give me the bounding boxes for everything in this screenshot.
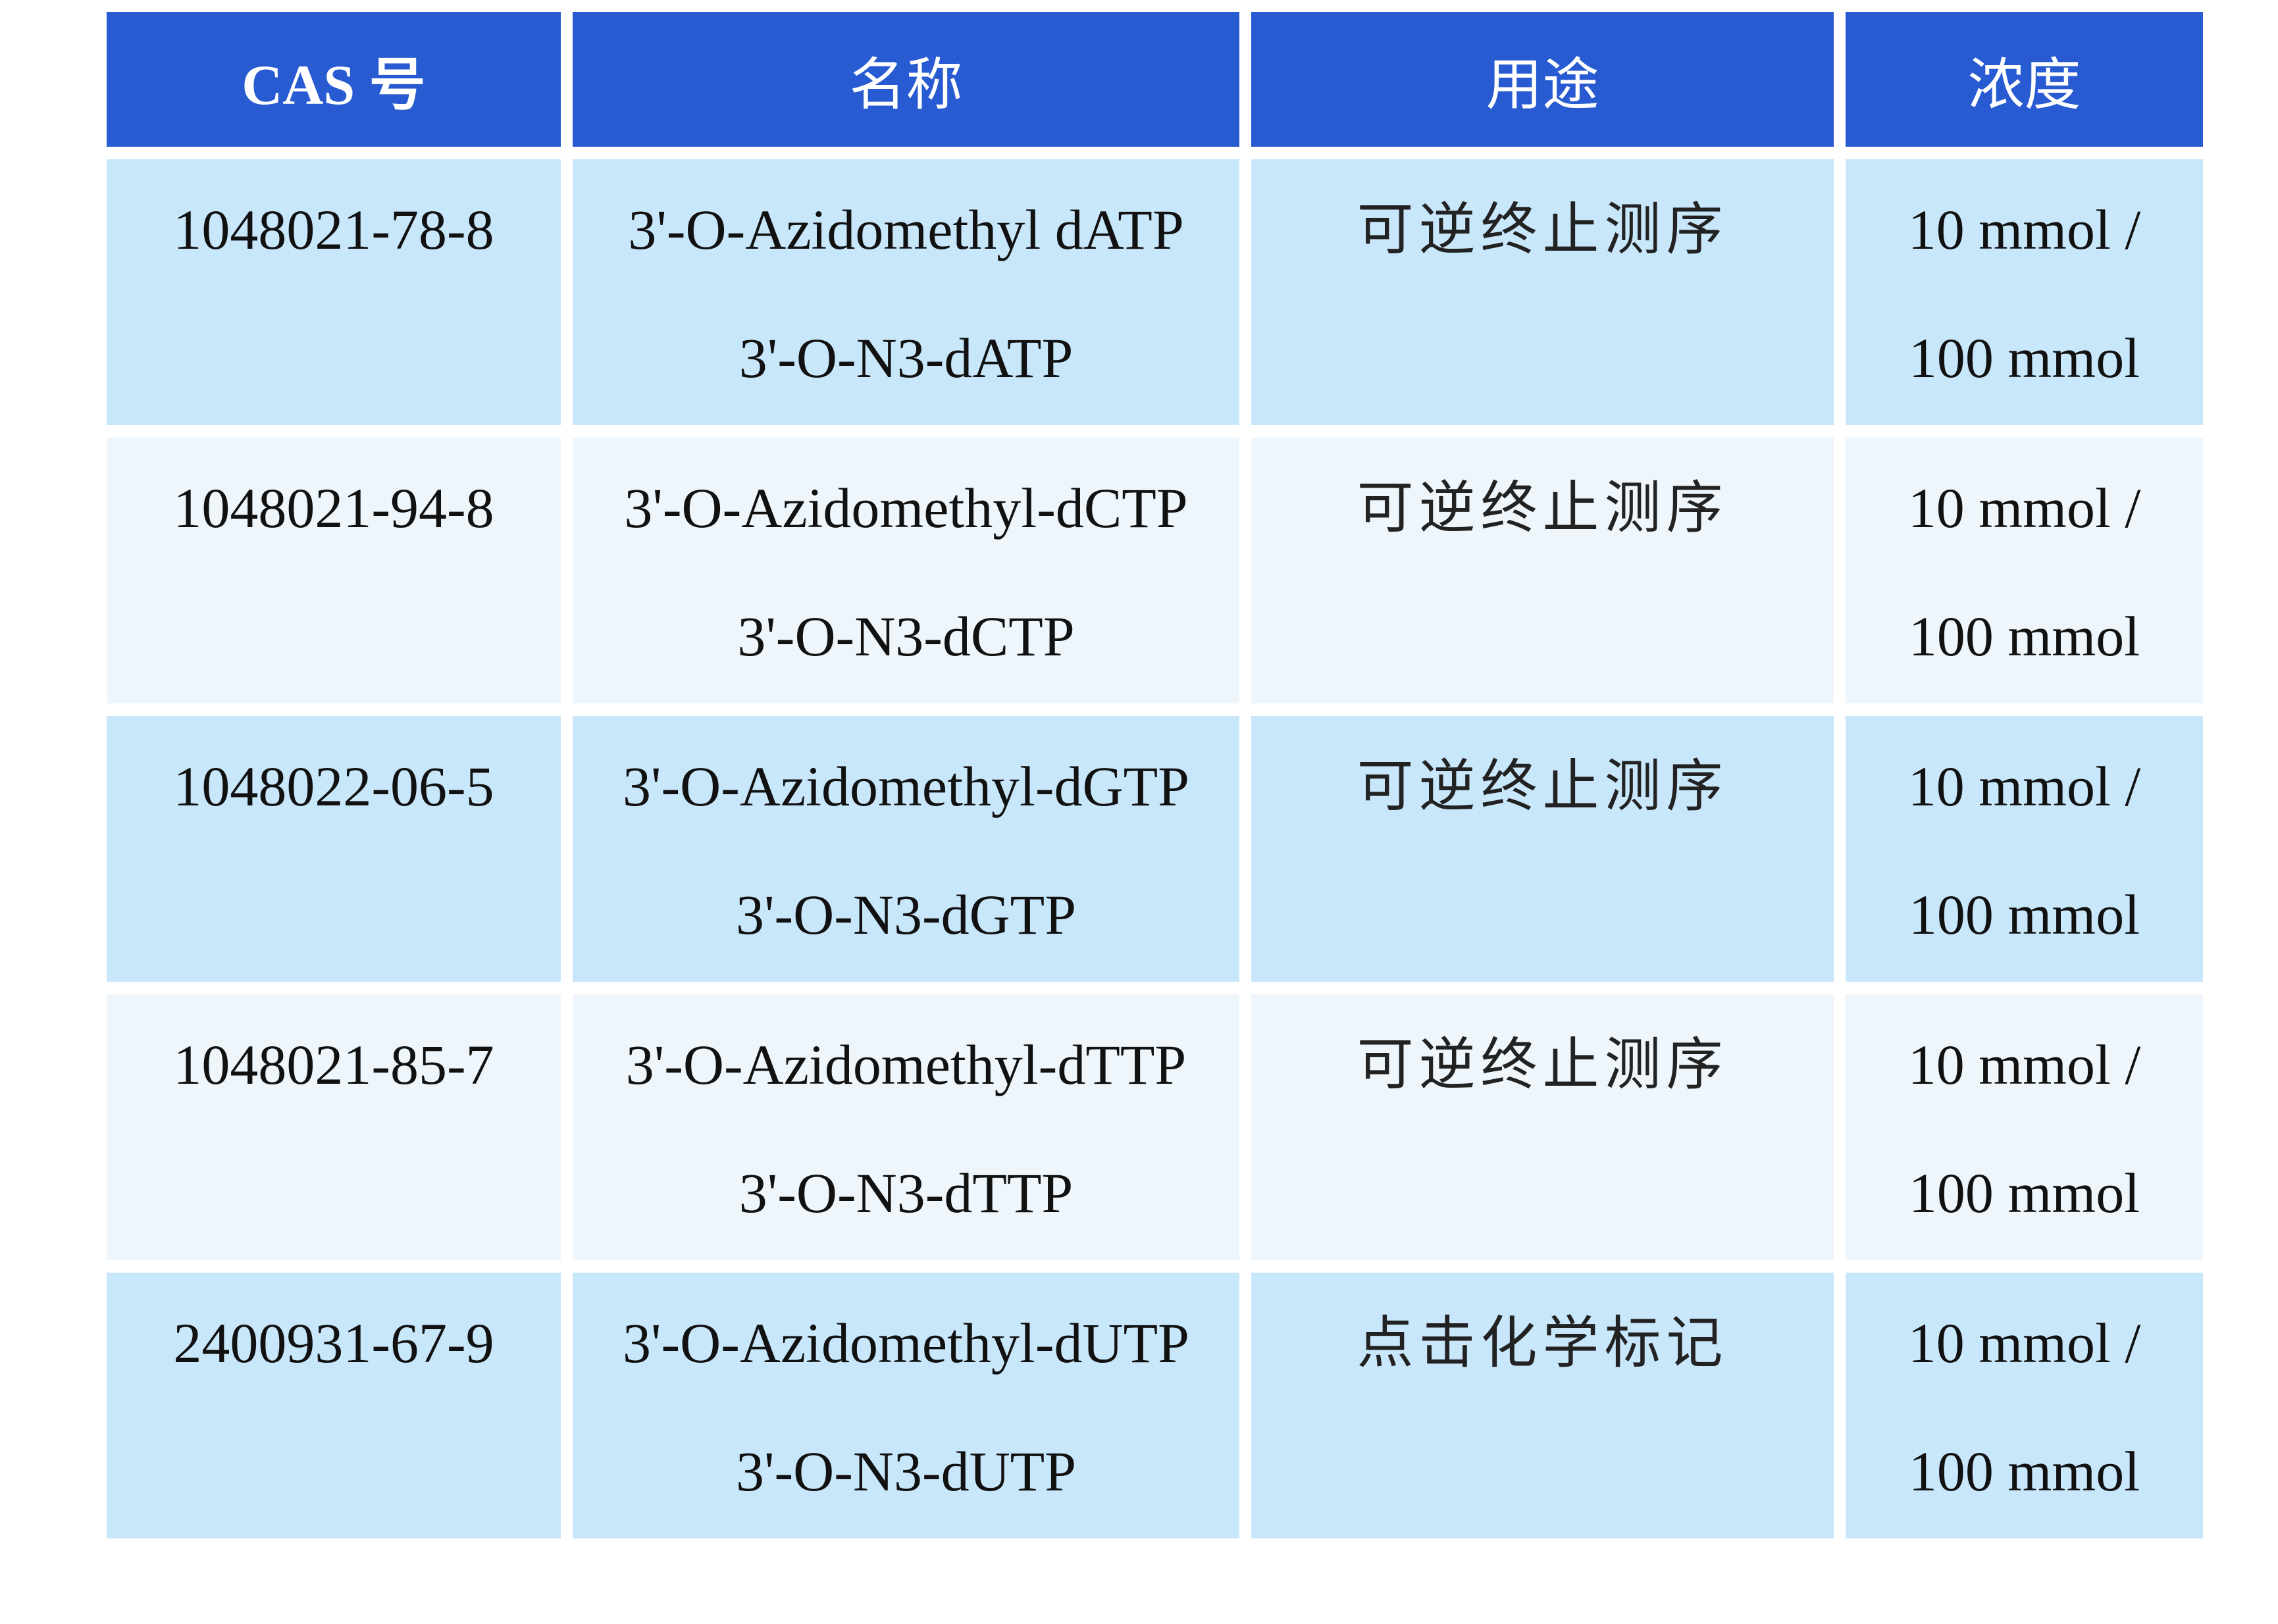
use-cell: 可逆终止测序 <box>1251 716 1834 982</box>
cell-conc2: 100 mmol <box>1908 605 2140 668</box>
cell-conc1: 10 mmol / <box>1907 476 2141 540</box>
cell-alias: 3'-O-N3-dTTP <box>738 1161 1074 1225</box>
name-cell: 3'-O-Azidomethyl-dCTP 3'-O-N3-dCTP <box>573 438 1239 703</box>
cell-cas: 1048022-06-5 <box>173 755 494 818</box>
header-use: 用途 <box>1251 12 1834 147</box>
cas-cell: 1048021-94-8 <box>107 438 561 703</box>
cell-use: 点击化学标记 <box>1357 1311 1728 1375</box>
cell-conc2: 100 mmol <box>1908 883 2140 946</box>
concentration-cell: 10 mmol / 100 mmol <box>1846 1273 2203 1538</box>
use-cell: 可逆终止测序 <box>1251 438 1834 703</box>
cell-conc2: 100 mmol <box>1908 1161 2140 1225</box>
concentration-cell: 10 mmol / 100 mmol <box>1846 994 2203 1260</box>
use-cell: 可逆终止测序 <box>1251 159 1834 425</box>
cell-cas: 1048021-85-7 <box>173 1033 494 1096</box>
cell-name: 3'-O-Azidomethyl-dUTP <box>622 1311 1189 1375</box>
cas-cell: 1048022-06-5 <box>107 716 561 982</box>
cell-cas: 1048021-78-8 <box>173 198 494 261</box>
cell-conc1: 10 mmol / <box>1907 198 2141 261</box>
cell-conc1: 10 mmol / <box>1907 755 2141 818</box>
concentration-cell: 10 mmol / 100 mmol <box>1846 159 2203 425</box>
product-table: CAS 号 名称 用途 浓度 1048021-78-8 3'-O-Azidomet… <box>107 12 2203 1538</box>
cas-cell: 2400931-67-9 <box>107 1273 561 1538</box>
cas-cell: 1048021-85-7 <box>107 994 561 1260</box>
cell-alias: 3'-O-N3-dATP <box>738 326 1074 390</box>
cell-conc2: 100 mmol <box>1908 1440 2140 1503</box>
cell-alias: 3'-O-N3-dUTP <box>735 1440 1077 1503</box>
cell-use: 可逆终止测序 <box>1357 198 1728 261</box>
cell-alias: 3'-O-N3-dCTP <box>737 605 1075 668</box>
cell-name: 3'-O-Azidomethyl dATP <box>628 198 1184 261</box>
header-cas: CAS 号 <box>107 12 561 147</box>
cell-use: 可逆终止测序 <box>1357 755 1728 818</box>
header-name: 名称 <box>573 12 1239 147</box>
cell-conc1: 10 mmol / <box>1907 1033 2141 1096</box>
cell-name: 3'-O-Azidomethyl-dGTP <box>622 755 1189 818</box>
cell-name: 3'-O-Azidomethyl-dCTP <box>624 476 1188 540</box>
name-cell: 3'-O-Azidomethyl-dGTP 3'-O-N3-dGTP <box>573 716 1239 982</box>
cell-name: 3'-O-Azidomethyl-dTTP <box>625 1033 1187 1096</box>
concentration-cell: 10 mmol / 100 mmol <box>1846 716 2203 982</box>
cas-cell: 1048021-78-8 <box>107 159 561 425</box>
name-cell: 3'-O-Azidomethyl-dTTP 3'-O-N3-dTTP <box>573 994 1239 1260</box>
cell-cas: 1048021-94-8 <box>173 476 494 540</box>
cell-use: 可逆终止测序 <box>1357 1033 1728 1096</box>
concentration-cell: 10 mmol / 100 mmol <box>1846 438 2203 703</box>
use-cell: 可逆终止测序 <box>1251 994 1834 1260</box>
cell-cas: 2400931-67-9 <box>173 1311 494 1375</box>
cell-use: 可逆终止测序 <box>1357 476 1728 540</box>
cell-conc1: 10 mmol / <box>1907 1311 2141 1375</box>
name-cell: 3'-O-Azidomethyl dATP 3'-O-N3-dATP <box>573 159 1239 425</box>
name-cell: 3'-O-Azidomethyl-dUTP 3'-O-N3-dUTP <box>573 1273 1239 1538</box>
cell-alias: 3'-O-N3-dGTP <box>735 883 1077 946</box>
header-concentration: 浓度 <box>1846 12 2203 147</box>
use-cell: 点击化学标记 <box>1251 1273 1834 1538</box>
cell-conc2: 100 mmol <box>1908 326 2140 390</box>
